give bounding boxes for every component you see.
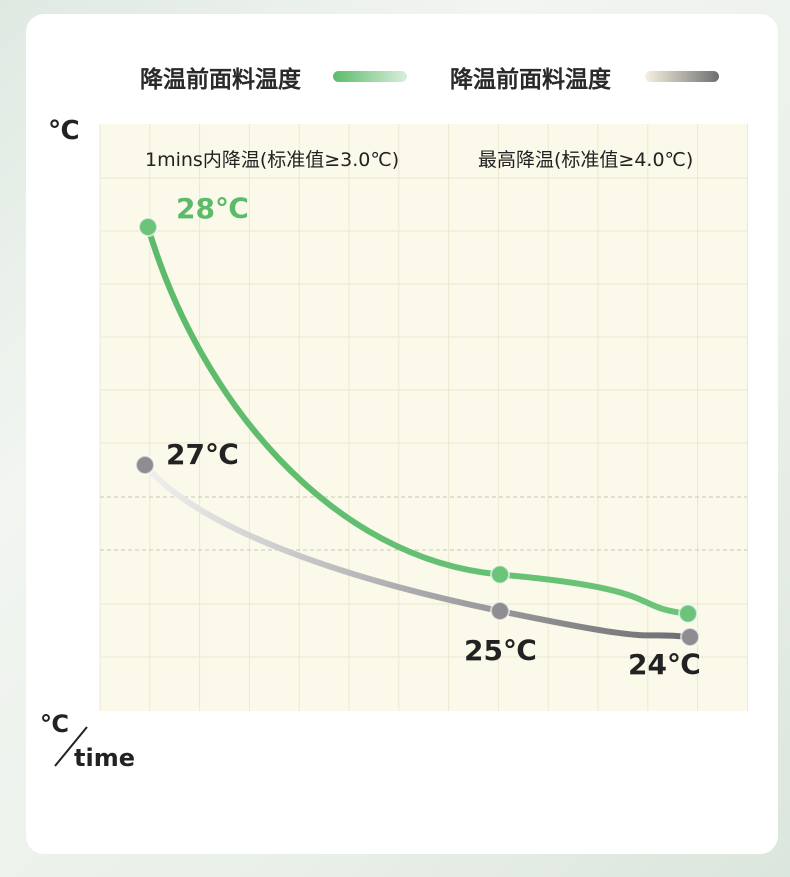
green-point-2 [678, 603, 698, 624]
green-point-0 [138, 217, 158, 237]
axis-divider-slash [54, 726, 88, 767]
legend-label-gray: 降温前面料温度 [450, 67, 611, 93]
series-gray-line [142, 462, 693, 640]
legend-label-green: 降温前面料温度 [140, 67, 301, 93]
x-axis-label: time [74, 744, 135, 772]
y-axis-label: ℃ [48, 116, 80, 146]
x-axis-unit: ℃ [40, 710, 70, 738]
green-point-1 [490, 564, 510, 585]
gray-point-1 [490, 601, 510, 621]
gray-label-0: 27℃ [166, 438, 239, 471]
gray-label-1: 25℃ [464, 634, 537, 667]
green-label-0: 28℃ [176, 192, 249, 225]
plot-area [100, 124, 747, 711]
gray-point-2 [680, 627, 700, 647]
legend-swatch-green [333, 71, 407, 82]
gray-point-0 [135, 455, 155, 475]
legend-swatch-gray [645, 71, 719, 82]
series-green-line [145, 224, 691, 617]
gray-label-2: 24℃ [628, 648, 701, 681]
annotation-1min: 1mins内降温(标准值≥3.0℃) [145, 149, 400, 171]
annotation-max: 最高降温(标准值≥4.0℃) [478, 149, 694, 171]
